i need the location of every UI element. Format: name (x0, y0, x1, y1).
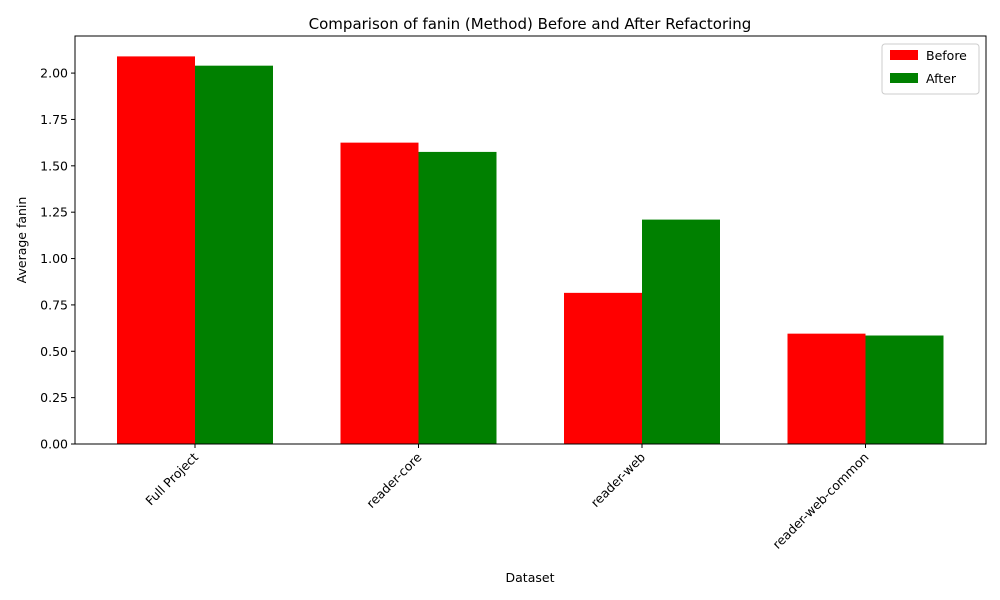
y-axis: 0.00 0.25 0.50 0.75 1.00 1.25 1.50 1.75 2.00 (40, 66, 75, 452)
x-axis-label: Dataset (506, 570, 555, 585)
y-tick-label: 0.50 (40, 344, 68, 359)
x-tick-label: reader-web (588, 449, 649, 510)
legend: Before After (881, 43, 980, 95)
y-axis-label: Average fanin (14, 197, 29, 284)
bar-before-reader-web (564, 292, 642, 444)
bar-after-reader-core (418, 151, 497, 444)
x-tick-label: Full Project (142, 449, 201, 508)
bar-after-full-project (195, 65, 273, 444)
y-tick-label: 0.00 (40, 437, 68, 452)
plot-frame (74, 35, 987, 445)
y-tick-label: 1.50 (40, 158, 68, 173)
y-tick-label: 1.00 (40, 251, 68, 266)
bar-after-reader-web (642, 219, 720, 444)
legend-swatch-before (890, 50, 918, 60)
bar-before-reader-web-common (787, 333, 866, 444)
y-tick-label: 0.75 (40, 297, 68, 312)
y-tick-label: 2.00 (40, 66, 68, 81)
legend-label-before: Before (926, 48, 967, 63)
bar-after-reader-web-common (865, 335, 944, 444)
x-tick-label: reader-core (363, 449, 425, 511)
x-axis: Full Project reader-core reader-web reader-… (142, 444, 872, 552)
y-tick-label: 1.75 (40, 112, 68, 127)
y-tick-label: 0.25 (40, 390, 68, 405)
x-tick-label: reader-web-common (769, 450, 871, 552)
chart-title: Comparison of fanin (Method) Before and … (309, 15, 752, 33)
legend-swatch-after (890, 73, 918, 83)
legend-label-after: After (926, 71, 957, 86)
bars (117, 56, 944, 445)
bar-before-reader-core (340, 142, 419, 445)
bar-before-full-project (117, 56, 195, 445)
y-tick-label: 1.25 (40, 205, 68, 220)
